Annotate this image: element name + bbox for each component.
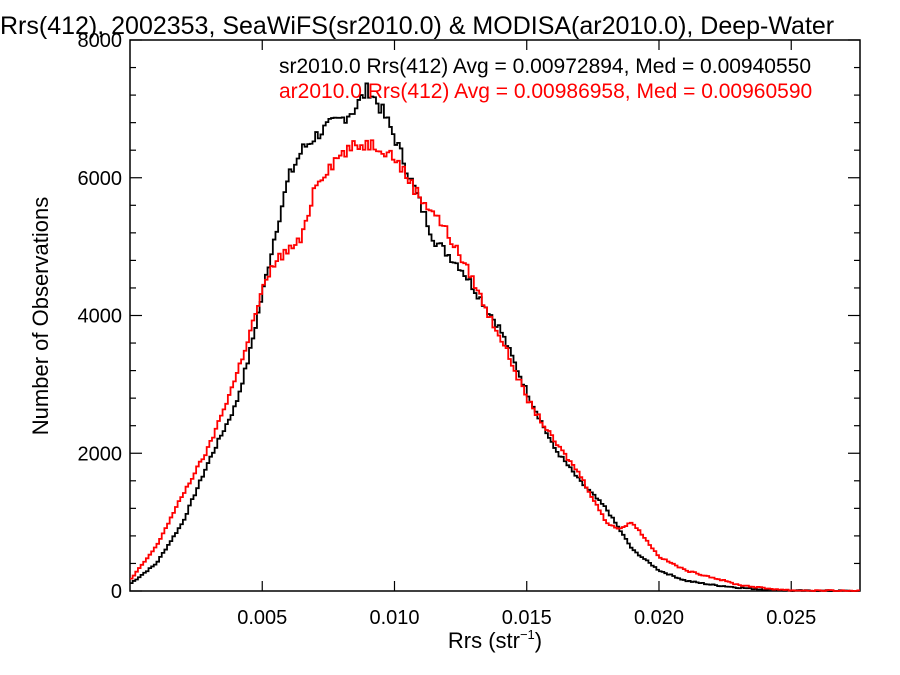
y-axis: 0 2000 4000 6000 8000 (78, 30, 860, 603)
y-tick-label: 4000 (78, 306, 123, 328)
y-tick-label: 2000 (78, 443, 123, 465)
legend-entry-ar2010: ar2010.0 Rrs(412) Avg = 0.00986958, Med … (279, 80, 812, 103)
plot-frame (129, 39, 861, 592)
y-axis-label: Number of Observations (28, 197, 53, 435)
x-tick-label: 0.010 (369, 607, 419, 629)
x-tick-label: 0.005 (237, 607, 287, 629)
y-tick-label: 8000 (78, 30, 123, 52)
x-tick-label: 0.015 (502, 607, 552, 629)
x-axis: 0.005 0.010 0.015 0.020 0.025 (237, 40, 816, 629)
x-axis-label-main: Rrs (str (448, 628, 520, 653)
y-tick-label: 6000 (78, 168, 123, 190)
legend-entry-sr2010: sr2010.0 Rrs(412) Avg = 0.00972894, Med … (279, 55, 811, 78)
chart-title: Rrs(412), 2002353, SeaWiFS(sr2010.0) & M… (0, 12, 834, 40)
x-axis-label-exponent: −1 (520, 627, 535, 642)
y-tick-label: 0 (111, 581, 122, 603)
legend: sr2010.0 Rrs(412) Avg = 0.00972894, Med … (279, 55, 812, 103)
x-axis-label-close: ) (535, 628, 542, 653)
series-sr2010.0 (130, 82, 860, 592)
x-axis-label: Rrs (str−1) (448, 627, 542, 653)
x-tick-label: 0.025 (766, 607, 816, 629)
series-layer (130, 82, 860, 592)
x-tick-label: 0.020 (634, 607, 684, 629)
series-ar2010.0 (130, 139, 860, 592)
